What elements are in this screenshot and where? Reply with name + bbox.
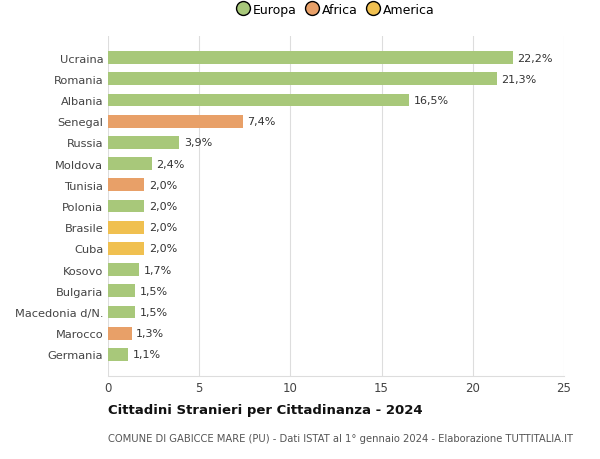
Bar xyxy=(108,221,145,234)
Bar xyxy=(108,52,513,65)
Bar xyxy=(108,95,409,107)
Bar xyxy=(108,327,132,340)
Text: 1,7%: 1,7% xyxy=(143,265,172,275)
Text: 22,2%: 22,2% xyxy=(517,54,553,63)
Text: 1,5%: 1,5% xyxy=(140,286,168,296)
Bar xyxy=(108,242,145,255)
Text: 1,3%: 1,3% xyxy=(136,329,164,338)
Bar xyxy=(108,348,128,361)
Legend: Europa, Africa, America: Europa, Africa, America xyxy=(233,0,439,22)
Bar xyxy=(108,179,145,192)
Text: COMUNE DI GABICCE MARE (PU) - Dati ISTAT al 1° gennaio 2024 - Elaborazione TUTTI: COMUNE DI GABICCE MARE (PU) - Dati ISTAT… xyxy=(108,433,573,442)
Bar xyxy=(108,73,497,86)
Bar xyxy=(108,285,136,297)
Text: Cittadini Stranieri per Cittadinanza - 2024: Cittadini Stranieri per Cittadinanza - 2… xyxy=(108,403,422,416)
Text: 2,0%: 2,0% xyxy=(149,180,177,190)
Text: 21,3%: 21,3% xyxy=(501,75,536,84)
Text: 2,0%: 2,0% xyxy=(149,223,177,233)
Text: 7,4%: 7,4% xyxy=(248,117,276,127)
Text: 1,5%: 1,5% xyxy=(140,308,168,317)
Text: 3,9%: 3,9% xyxy=(184,138,212,148)
Bar xyxy=(108,137,179,150)
Text: 1,1%: 1,1% xyxy=(133,350,161,359)
Bar xyxy=(108,116,243,129)
Text: 2,4%: 2,4% xyxy=(157,159,185,169)
Bar xyxy=(108,263,139,276)
Text: 16,5%: 16,5% xyxy=(413,96,449,106)
Text: 2,0%: 2,0% xyxy=(149,202,177,212)
Bar xyxy=(108,200,145,213)
Text: 2,0%: 2,0% xyxy=(149,244,177,254)
Bar xyxy=(108,158,152,171)
Bar xyxy=(108,306,136,319)
